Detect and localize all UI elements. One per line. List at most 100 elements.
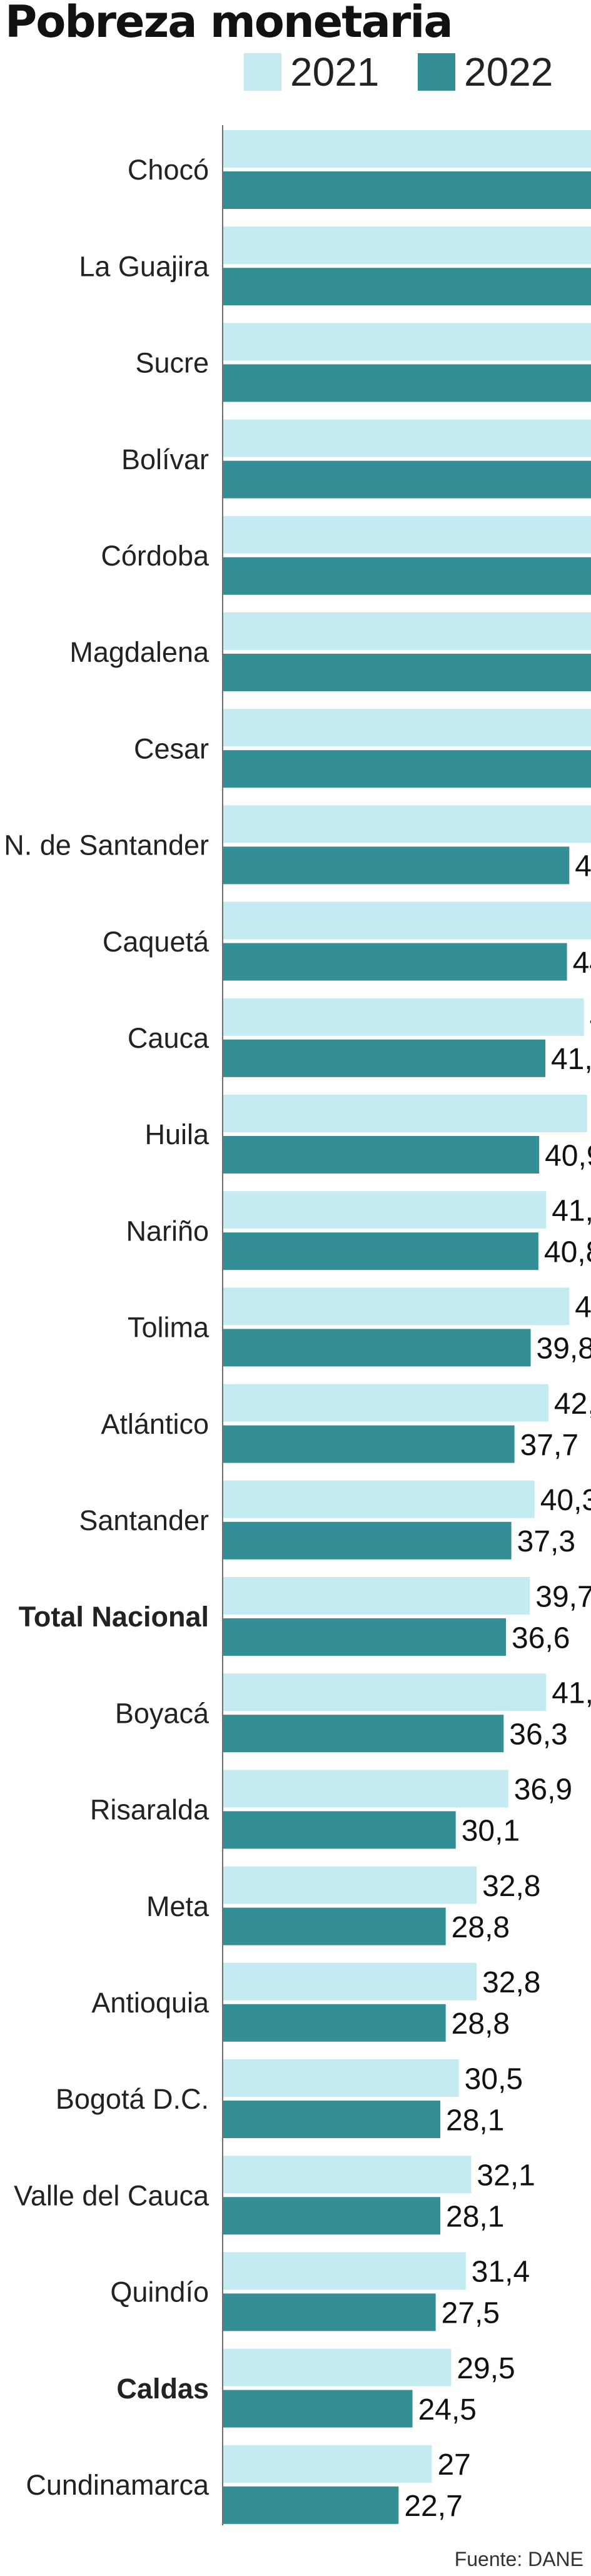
bar-2021 [223, 515, 591, 554]
bar-2022 [223, 2390, 413, 2428]
bar-2021 [223, 1673, 547, 1711]
legend-swatch-2021 [244, 53, 281, 91]
data-label-2021: 41,8 [552, 1194, 591, 1227]
legend-label-2022: 2022 [464, 49, 553, 94]
category-label: Boyacá [115, 1697, 210, 1729]
bar-2021 [223, 2445, 432, 2483]
bar-2021 [223, 1962, 477, 2000]
data-label-2022: 28,8 [452, 2007, 510, 2041]
bar-2021 [223, 419, 591, 457]
bar-2021 [223, 1384, 548, 1422]
category-label: Valle del Cauca [14, 2179, 210, 2211]
data-label-2022: 30,1 [462, 1815, 520, 1848]
bar-2021 [223, 805, 591, 843]
data-label-2022: 22,7 [404, 2490, 462, 2523]
bar-2021 [223, 226, 591, 265]
bar-2022 [223, 171, 591, 209]
bar-2022 [223, 1811, 456, 1849]
bar-2021 [223, 130, 591, 168]
bar-2021 [223, 1770, 508, 1808]
data-label-2021: 31,4 [472, 2256, 530, 2289]
data-label-2022: 41,7 [551, 1043, 591, 1076]
bar-2021 [223, 2348, 452, 2386]
bar-2022 [223, 1715, 504, 1753]
category-label: Cesar [134, 733, 209, 764]
data-label-2021: 27 [437, 2448, 470, 2482]
category-label: Quindío [110, 2276, 209, 2308]
category-label: Caquetá [103, 926, 210, 958]
bar-2022 [223, 460, 591, 499]
bar-2022 [223, 1907, 446, 1945]
bar-2022 [223, 268, 591, 306]
bar-2022 [223, 1232, 538, 1270]
category-label: Atlántico [101, 1408, 209, 1440]
data-label-2021: 42,1 [554, 1387, 591, 1421]
category-label: Bogotá D.C. [56, 2083, 209, 2115]
category-label: Caldas [116, 2373, 209, 2405]
category-label: Bolívar [121, 444, 209, 475]
bar-2021 [223, 1287, 570, 1326]
bar-2022 [223, 1618, 507, 1656]
category-label: Sucre [135, 347, 209, 379]
bar-2021 [223, 709, 591, 747]
data-label-2022: 36,3 [509, 1718, 567, 1751]
category-label: La Guajira [79, 250, 210, 282]
bar-2022 [223, 1329, 531, 1367]
legend-label-2021: 2021 [290, 49, 380, 94]
bar-2022 [223, 2004, 446, 2042]
bar-2022 [223, 2486, 399, 2524]
bar-2022 [223, 1136, 540, 1174]
data-label-2022: 27,5 [442, 2297, 500, 2330]
data-label-2022: 37,7 [520, 1429, 578, 1462]
category-label: Tolima [128, 1312, 210, 1344]
bar-2022 [223, 2101, 441, 2138]
bar-2021 [223, 2156, 472, 2194]
data-label-2022: 36,6 [512, 1621, 570, 1655]
legend-item-2022: 2022 [418, 49, 553, 95]
data-label-2022: 44,5 [573, 946, 591, 980]
bar-2021 [223, 901, 591, 940]
data-label-2021: 41,8 [552, 1676, 591, 1710]
bar-2022 [223, 2293, 436, 2331]
category-label: Risaralda [90, 1794, 210, 1826]
data-label-2022: 28,1 [446, 2104, 504, 2137]
data-label-2021: 40,3 [540, 1484, 591, 1517]
category-label: Cauca [128, 1022, 210, 1054]
category-label: Meta [146, 1890, 210, 1922]
bar-2022 [223, 654, 591, 691]
bar-2021 [223, 612, 591, 650]
bar-2021 [223, 323, 591, 361]
category-label: Antioquia [91, 1987, 210, 2019]
bar-2022 [223, 2197, 441, 2235]
data-label-2021: 44,8 [575, 1291, 591, 1324]
legend-item-2021: 2021 [244, 49, 379, 95]
bar-2022 [223, 750, 591, 788]
bar-2021 [223, 1866, 477, 1904]
bar-2022 [223, 943, 567, 981]
data-label-2021: 30,5 [465, 2062, 523, 2096]
chart-title: Pobreza monetaria [5, 0, 453, 48]
category-label: Magdalena [69, 636, 210, 668]
data-label-2021: 46,7 [590, 1001, 591, 1035]
data-label-2021: 29,5 [457, 2352, 515, 2385]
bar-2021 [223, 1577, 530, 1615]
data-label-2022: 37,3 [517, 1525, 575, 1558]
category-label: Huila [144, 1118, 210, 1150]
bar-2022 [223, 1039, 545, 1077]
data-label-2022: 44,8 [575, 850, 591, 883]
category-label: Chocó [128, 154, 209, 186]
bar-2022 [223, 364, 591, 402]
data-label-2022: 24,5 [418, 2393, 477, 2426]
data-label-2022: 28,8 [452, 1911, 510, 1944]
category-label: Total Nacional [19, 1601, 209, 1633]
bar-2022 [223, 846, 570, 885]
bar-2021 [223, 2059, 459, 2097]
bar-2021 [223, 998, 584, 1036]
data-label-2021: 36,9 [514, 1773, 572, 1807]
category-label: Cundinamarca [26, 2469, 210, 2501]
data-label-2021: 32,8 [482, 1966, 540, 1999]
bar-2022 [223, 1425, 515, 1463]
data-label-2021: 39,7 [535, 1580, 591, 1613]
data-label-2022: 39,8 [537, 1332, 591, 1366]
